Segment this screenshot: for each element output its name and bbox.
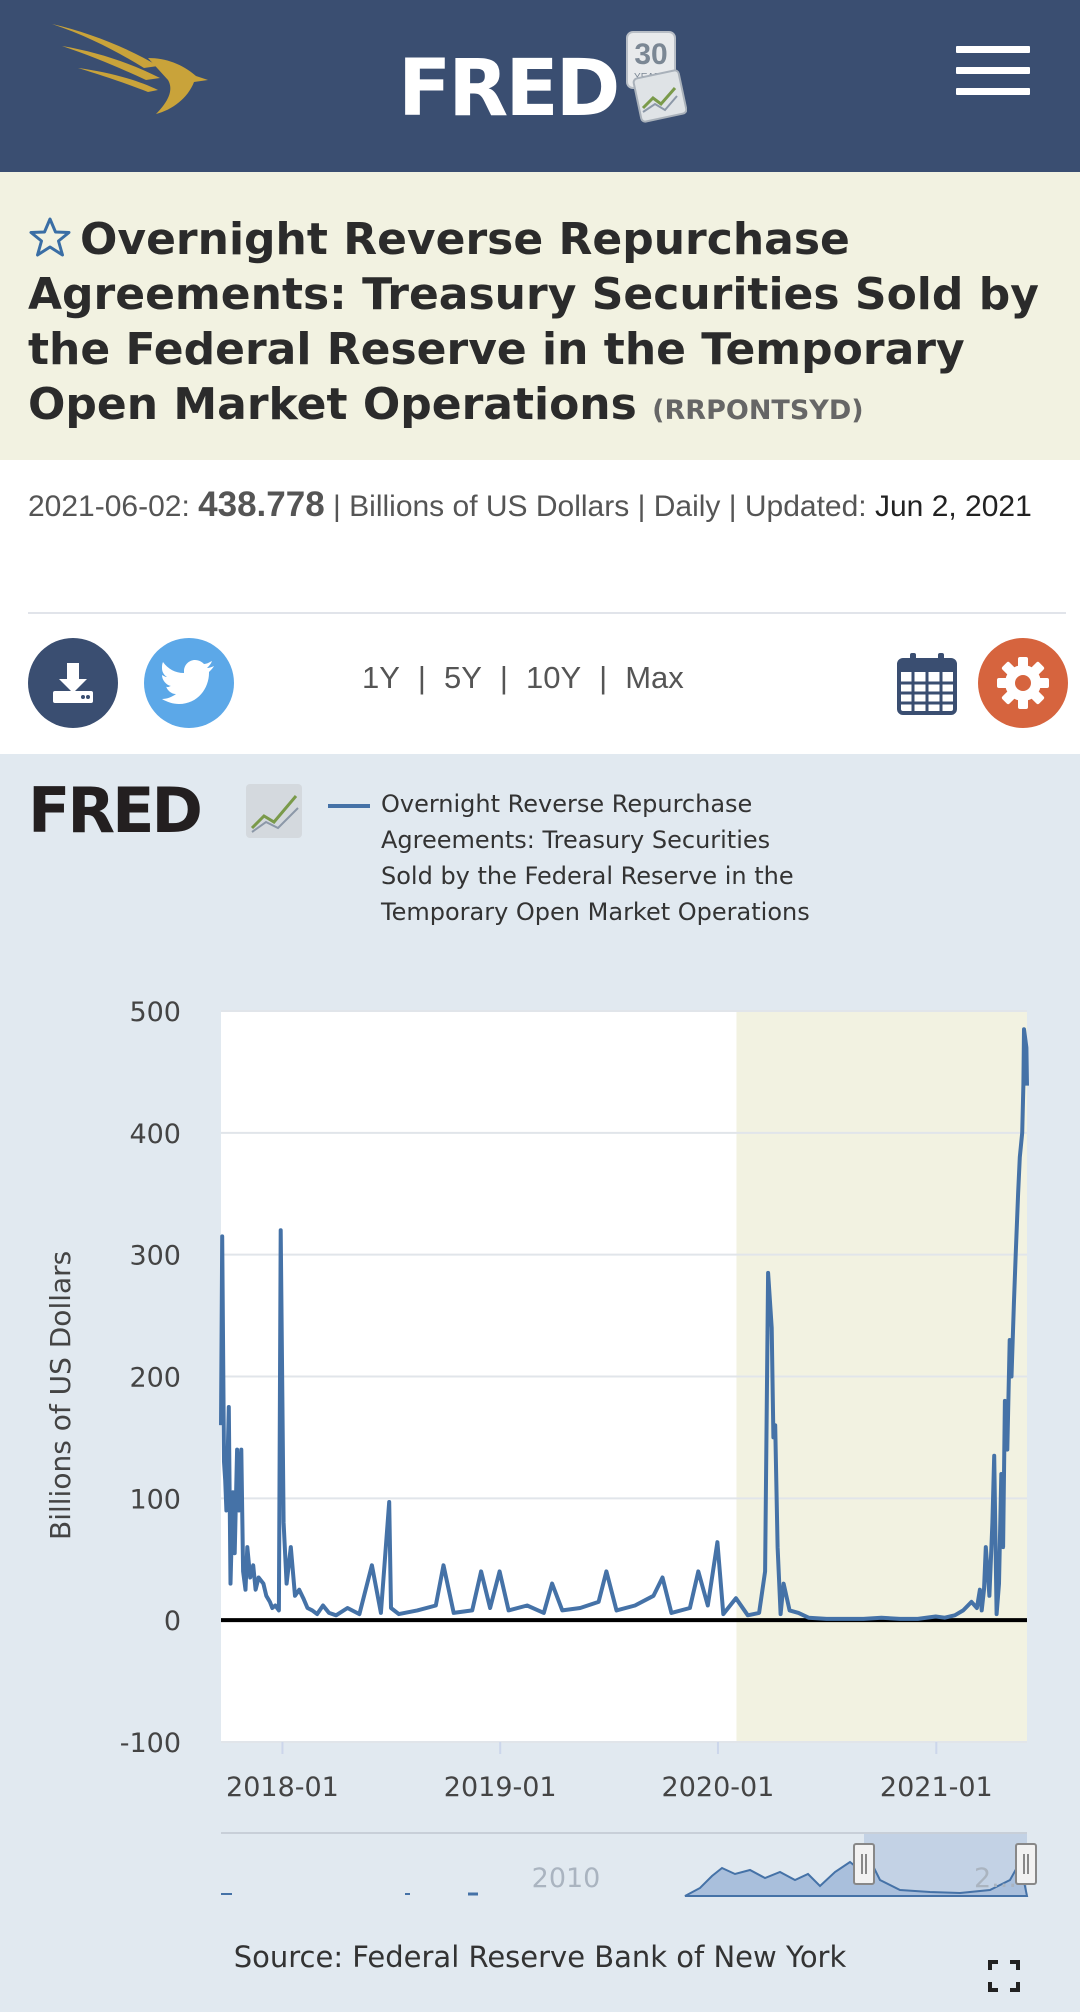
series-meta: 2021-06-02: 438.778 | Billions of US Dol… [28, 480, 1058, 531]
x-tick-label: 2021-01 [880, 1772, 993, 1803]
y-tick-label: 500 [129, 997, 181, 1028]
eagle-icon[interactable] [48, 18, 218, 123]
y-tick-label: 0 [164, 1606, 181, 1637]
range-5y[interactable]: 5Y [443, 660, 482, 695]
y-tick-label: 100 [129, 1484, 181, 1515]
x-tick-label: 2020-01 [662, 1772, 775, 1803]
brand-text: FRED [398, 44, 620, 134]
fullscreen-icon[interactable] [988, 1960, 1020, 1992]
legend-label[interactable]: Overnight Reverse Repurchase Agreements:… [381, 790, 810, 926]
fred-chart-logo: FRED [28, 774, 304, 847]
range-1y[interactable]: 1Y [362, 660, 400, 695]
legend-swatch [328, 804, 370, 808]
twitter-icon [162, 660, 214, 704]
navigator-left-handle[interactable] [853, 1843, 875, 1885]
y-tick-label: 200 [129, 1363, 181, 1394]
title-band: Overnight Reverse Repurchase Agreements:… [0, 172, 1080, 460]
navigator-end-label: 2... [974, 1863, 1017, 1894]
series-code: (RRPONTSYD) [652, 395, 864, 426]
y-tick-label: 400 [129, 1119, 181, 1150]
x-tick-label: 2018-01 [226, 1772, 339, 1803]
range-separator: | [499, 660, 508, 695]
fred-brand[interactable]: FRED 30 YEARS [398, 30, 688, 134]
frequency: Daily [653, 490, 721, 523]
x-tick-label: 2019-01 [444, 1772, 557, 1803]
settings-button[interactable] [978, 638, 1068, 728]
units: | Billions of US Dollars | [333, 490, 646, 523]
series-title-heading: Overnight Reverse Repurchase Agreements:… [28, 212, 1058, 438]
date-range-selector: 1Y | 5Y | 10Y | Max [356, 660, 690, 696]
y-tick-label: -100 [120, 1728, 181, 1759]
gear-icon [997, 657, 1049, 709]
calendar-button[interactable] [896, 652, 958, 716]
y-axis-title: Billions of US Dollars [44, 1250, 77, 1540]
source-note: Source: Federal Reserve Bank of New York [233, 1940, 847, 1974]
navigator-label: 2010 [532, 1863, 601, 1894]
calendar-icon [897, 653, 957, 715]
badge-number: 30 [635, 38, 668, 71]
navigator-right-handle[interactable] [1015, 1843, 1037, 1885]
y-tick-label: 300 [129, 1241, 181, 1272]
updated-date: Jun 2, 2021 [874, 490, 1032, 523]
range-10y[interactable]: 10Y [525, 660, 582, 695]
download-button[interactable] [28, 638, 118, 728]
range-navigator[interactable]: 2010 2... [221, 1832, 1037, 1897]
x-tick-labels: 2018-01 2019-01 2020-01 2021-01 [226, 1742, 993, 1803]
site-header: FRED 30 YEARS [0, 0, 1080, 172]
observation-date: 2021-06-02: [28, 490, 190, 523]
range-max[interactable]: Max [625, 660, 684, 695]
star-icon[interactable] [28, 216, 72, 258]
divider [28, 612, 1066, 614]
hamburger-menu-icon[interactable] [956, 46, 1030, 98]
range-separator: | [599, 660, 608, 695]
download-icon [53, 663, 93, 703]
series-line [219, 1027, 1029, 1621]
observation-value: 438.778 [198, 485, 325, 524]
y-tick-labels: 500 400 300 200 100 0 -100 [120, 997, 181, 1759]
updated-label: | Updated: [728, 490, 867, 523]
twitter-share-button[interactable] [144, 638, 234, 728]
range-separator: | [417, 660, 426, 695]
series-title: Overnight Reverse Repurchase Agreements:… [28, 214, 1039, 430]
chart-logo-icon [246, 784, 302, 838]
fred-logo-text: FRED [28, 778, 200, 840]
thirty-years-badge-icon: 30 YEARS [626, 31, 688, 123]
